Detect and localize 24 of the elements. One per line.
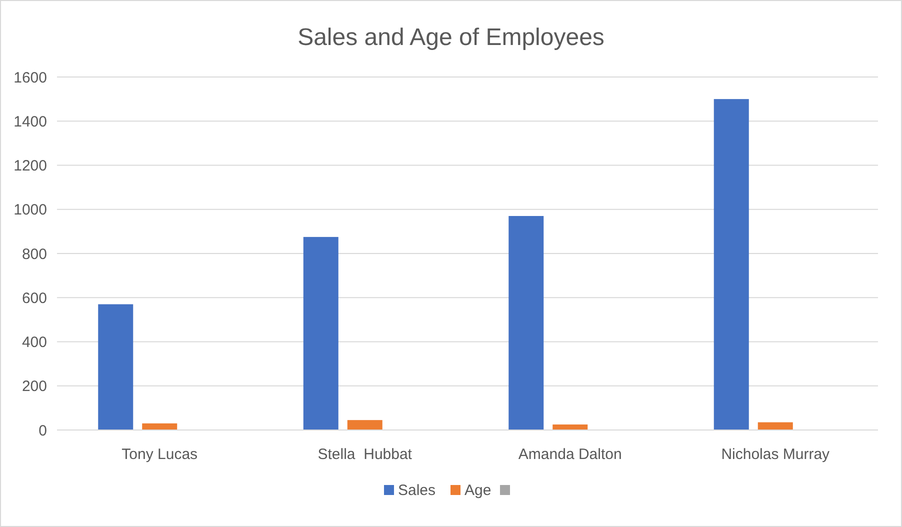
- y-tick-label: 200: [22, 378, 47, 396]
- x-tick-label: Nicholas Murray: [721, 446, 830, 463]
- bar: [142, 423, 178, 430]
- bar: [347, 420, 382, 430]
- y-tick-label: 400: [22, 334, 47, 351]
- y-tick-label: 600: [22, 290, 47, 307]
- y-tick-label: 1600: [14, 69, 47, 86]
- y-tick-label: 1400: [14, 113, 47, 130]
- bar: [508, 216, 544, 430]
- x-tick-label: Stella Hubbat: [318, 446, 413, 463]
- x-tick-label: Tony Lucas: [122, 446, 198, 463]
- bar: [552, 424, 588, 430]
- bar: [98, 304, 134, 430]
- y-tick-label: 1000: [14, 202, 47, 219]
- bar: [758, 422, 793, 430]
- chart-title: Sales and Age of Employees: [298, 24, 604, 51]
- bar: [714, 99, 749, 430]
- y-tick-label: 1200: [14, 158, 47, 174]
- x-tick-label: Amanda Dalton: [518, 446, 622, 463]
- legend-label: Sales: [398, 482, 436, 499]
- y-tick-label: 800: [22, 246, 47, 263]
- bar: [303, 236, 338, 430]
- y-tick-label: 0: [38, 422, 47, 440]
- legend-label: Age: [464, 482, 492, 499]
